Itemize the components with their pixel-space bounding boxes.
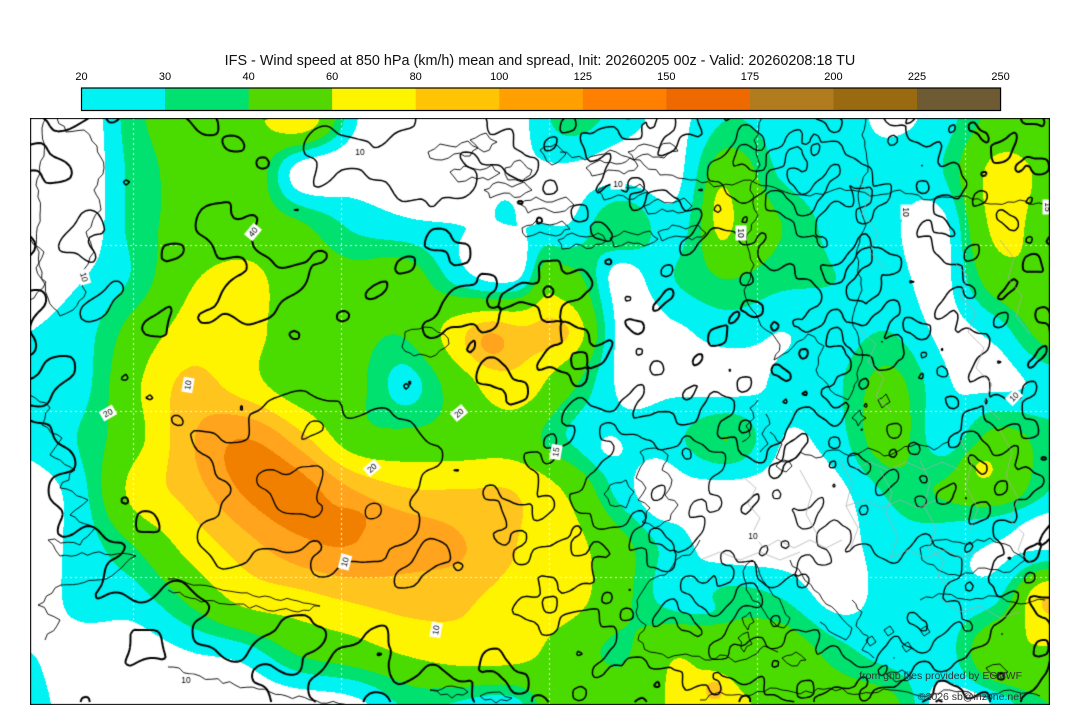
svg-text:250: 250 bbox=[991, 71, 1009, 83]
svg-text:20: 20 bbox=[75, 71, 87, 83]
svg-text:175: 175 bbox=[741, 71, 759, 83]
svg-text:30: 30 bbox=[159, 71, 171, 83]
svg-text:150: 150 bbox=[657, 71, 675, 83]
svg-text:40: 40 bbox=[242, 71, 254, 83]
svg-text:200: 200 bbox=[824, 71, 842, 83]
svg-text:100: 100 bbox=[490, 71, 508, 83]
svg-text:225: 225 bbox=[908, 71, 926, 83]
svg-text:125: 125 bbox=[574, 71, 592, 83]
svg-text:60: 60 bbox=[326, 71, 338, 83]
svg-text:80: 80 bbox=[410, 71, 422, 83]
